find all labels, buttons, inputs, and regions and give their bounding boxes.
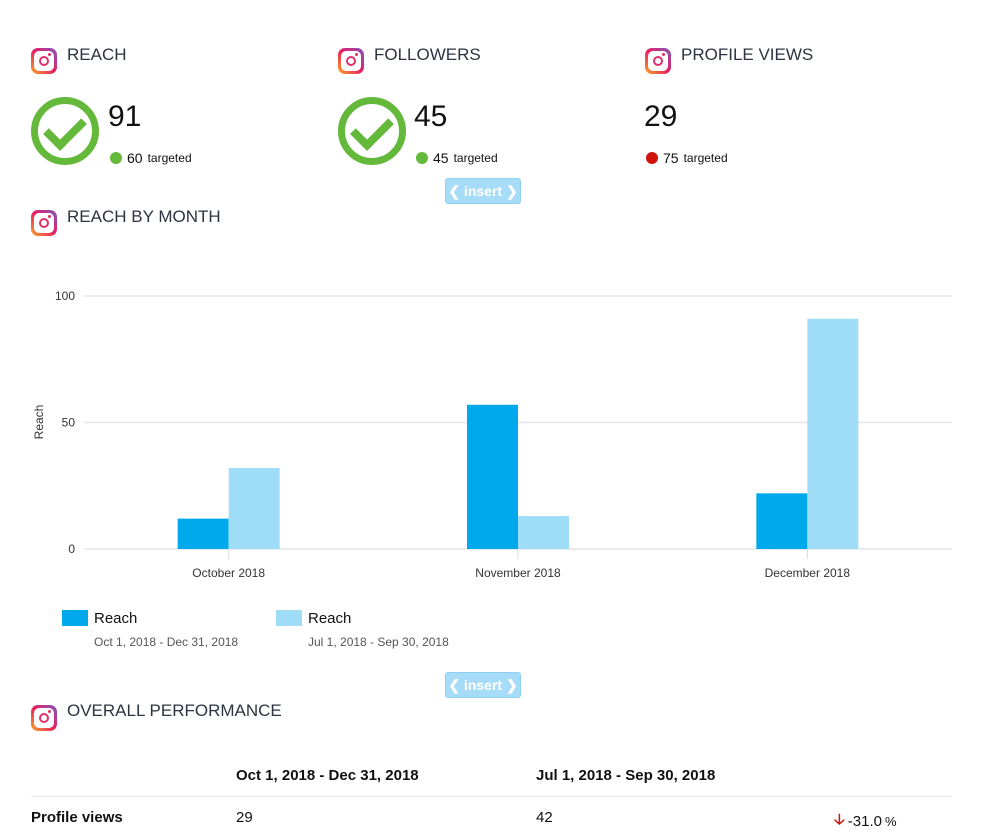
instagram-icon: [31, 210, 57, 236]
column-header: Jul 1, 2018 - Sep 30, 2018: [536, 767, 716, 784]
y-tick-label: 0: [68, 542, 75, 556]
status-dot: [646, 152, 658, 164]
y-tick-label: 100: [55, 289, 75, 303]
legend-swatch: [62, 610, 88, 626]
reach-bar-chart: Reach 0 50 100 October 2018 November 2018 Dec…: [32, 289, 952, 580]
bar-current[interactable]: [177, 518, 229, 549]
instagram-icon: [31, 48, 57, 74]
instagram-icon: [31, 705, 57, 731]
check-circle-icon: [338, 97, 406, 165]
previous-value: 42: [536, 809, 553, 826]
divider: [31, 796, 952, 797]
kpi-value: 45: [414, 100, 448, 133]
x-tick-label: October 2018: [192, 566, 265, 580]
y-tick-label: 50: [62, 416, 76, 430]
legend-label[interactable]: Reach: [308, 610, 352, 627]
status-dot: [110, 152, 122, 164]
insert-button[interactable]: ❮ insert ❯: [445, 178, 521, 204]
target-label: targeted: [683, 151, 728, 165]
kpi-title: FOLLOWERS: [374, 45, 481, 64]
kpi-title: PROFILE VIEWS: [681, 45, 814, 64]
x-tick-label: December 2018: [765, 566, 851, 580]
y-axis-label: Reach: [32, 405, 46, 440]
kpi-value: 91: [108, 100, 142, 133]
legend-period: Oct 1, 2018 - Dec 31, 2018: [94, 635, 239, 649]
target-label: targeted: [453, 151, 498, 165]
column-header: Oct 1, 2018 - Dec 31, 2018: [236, 767, 419, 784]
insert-button[interactable]: ❮ insert ❯: [445, 672, 521, 698]
bar-current[interactable]: [756, 493, 808, 549]
change-unit: %: [884, 814, 897, 829]
current-value: 29: [236, 809, 253, 826]
chart-title: REACH BY MONTH: [67, 207, 221, 226]
bar-current[interactable]: [467, 404, 518, 549]
target-label: targeted: [147, 151, 192, 165]
row-label: Profile views: [31, 809, 123, 826]
instagram-icon: [645, 48, 671, 74]
status-dot: [416, 152, 428, 164]
kpi-target: 75: [663, 150, 679, 166]
bar-previous[interactable]: [518, 516, 569, 549]
arrow-down-icon: 🡣: [834, 811, 845, 828]
kpi-target: 45: [433, 150, 449, 166]
instagram-icon: [338, 48, 364, 74]
kpi-title: REACH: [67, 45, 127, 64]
bar-previous[interactable]: [807, 318, 859, 549]
change-value: -31.0: [847, 813, 882, 830]
check-circle-icon: [31, 97, 99, 165]
legend-swatch: [276, 610, 302, 626]
kpi-value: 29: [644, 100, 678, 133]
legend-label[interactable]: Reach: [94, 610, 138, 627]
bar-previous[interactable]: [228, 468, 280, 549]
legend-period: Jul 1, 2018 - Sep 30, 2018: [308, 635, 449, 649]
kpi-target: 60: [127, 150, 143, 166]
x-tick-label: November 2018: [475, 566, 561, 580]
performance-title: OVERALL PERFORMANCE: [67, 701, 282, 720]
